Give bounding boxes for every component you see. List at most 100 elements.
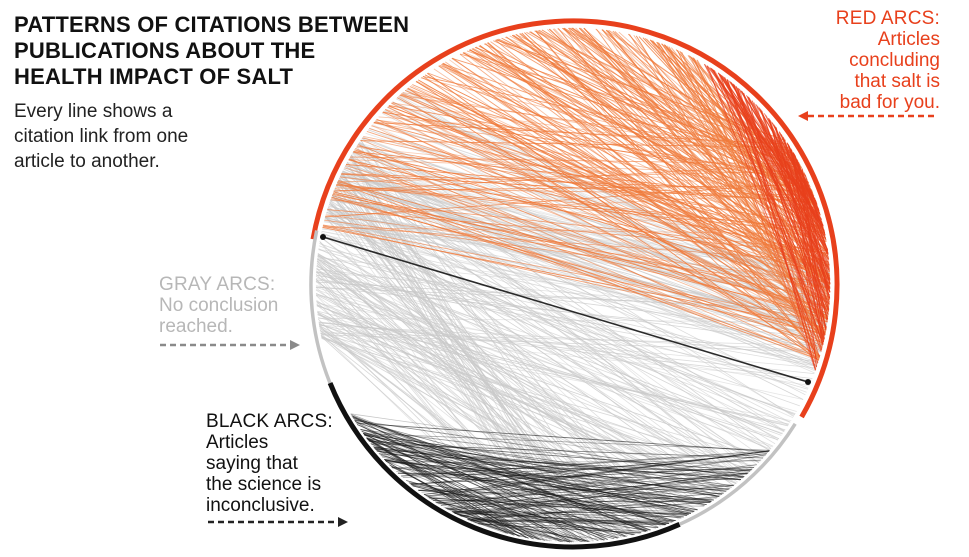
gray-citation-line xyxy=(316,294,714,501)
black-citation-line xyxy=(367,439,519,537)
gray-citation-line xyxy=(319,329,603,541)
red-citation-line xyxy=(335,187,814,196)
black-citation-line xyxy=(366,437,605,541)
legend-pointers xyxy=(160,111,938,527)
gray-citation-line xyxy=(317,314,727,492)
black-citation-line xyxy=(376,449,711,503)
black-citation-line xyxy=(366,437,541,541)
black-arcs-legend: BLACK ARCS: Articles saying that the sci… xyxy=(206,411,333,516)
gray-citation-line xyxy=(322,228,822,352)
red-citation-line xyxy=(703,63,829,315)
gray-citation-line xyxy=(337,180,785,432)
title-line: PATTERNS OF CITATIONS BETWEEN xyxy=(14,12,410,37)
legend-text-line: inconclusive. xyxy=(206,495,315,516)
gray-arcs-legend: GRAY ARCS: No conclusion reached. xyxy=(159,274,278,337)
gray-citation-line xyxy=(318,249,809,390)
black-citation-line xyxy=(356,422,769,452)
legend-text-line: Articles xyxy=(206,432,269,453)
black-citation-line xyxy=(366,437,689,515)
gray-citation-line xyxy=(316,271,621,539)
red-citation-line xyxy=(333,163,800,192)
gray-citation-line xyxy=(344,166,818,366)
gray-citation-line xyxy=(324,217,785,433)
gray-citation-line xyxy=(316,272,771,450)
red-citation-line xyxy=(405,89,831,279)
red-citation-line xyxy=(803,172,827,242)
gray-citation-line xyxy=(316,271,812,382)
red-citation-line xyxy=(733,84,824,345)
gray-citation-line xyxy=(358,143,742,480)
gray-citation-line xyxy=(318,321,813,379)
red-citation-line xyxy=(348,159,806,175)
gray-citation-line xyxy=(321,337,737,484)
black-citation-line xyxy=(467,519,673,523)
black-citation-line xyxy=(473,521,530,539)
red-arcs-legend: RED ARCS: Articles concluding that salt … xyxy=(836,8,940,113)
red-citation-line xyxy=(718,73,829,255)
black-citation-line xyxy=(452,511,677,521)
red-citation-line xyxy=(338,179,820,359)
red-citation-line xyxy=(768,118,831,292)
black-citation-line xyxy=(363,432,729,490)
red-citation-line xyxy=(391,102,827,332)
gray-citation-line xyxy=(330,200,760,463)
black-citation-line xyxy=(440,464,757,506)
red-citation-line xyxy=(564,27,820,360)
black-citation-line xyxy=(468,519,670,524)
red-citation-line xyxy=(348,159,830,275)
black-citation-line xyxy=(373,447,741,481)
gray-citation-line xyxy=(392,101,823,350)
black-citation-line xyxy=(423,493,520,537)
red-citation-line xyxy=(719,74,821,358)
red-citation-line xyxy=(373,122,814,196)
gray-citation-line xyxy=(317,258,721,496)
black-citation-line xyxy=(459,515,546,541)
red-citation-line xyxy=(422,75,796,157)
red-citation-line xyxy=(516,33,826,336)
black-citation-line xyxy=(384,459,720,497)
red-citation-line xyxy=(706,65,822,352)
black-citation-line xyxy=(470,496,720,521)
red-citation-line xyxy=(325,214,831,284)
black-citation-line xyxy=(354,419,744,478)
red-citation-line xyxy=(779,132,829,251)
legend-heading: GRAY ARCS: xyxy=(159,274,276,295)
gray-citation-line xyxy=(335,186,829,310)
gray-citation-line xyxy=(327,208,828,324)
red-citation-line xyxy=(784,139,824,346)
red-citation-line xyxy=(410,85,831,281)
gray-legend-arrow-head xyxy=(290,340,300,350)
black-citation-line xyxy=(384,459,745,477)
subtitle-line: citation link from one xyxy=(14,126,189,147)
black-citation-line xyxy=(351,415,646,532)
red-citation-line xyxy=(322,227,825,235)
red-citation-line xyxy=(352,151,825,340)
gray-citation-line xyxy=(349,156,758,465)
red-citation-line xyxy=(469,49,829,320)
red-citation-line xyxy=(357,144,826,335)
gray-citation-line xyxy=(387,107,828,325)
divider-endpoint-dot xyxy=(320,234,326,240)
red-citation-line xyxy=(333,184,810,192)
black-legend-arrow-head xyxy=(338,517,348,527)
gray-citation-line xyxy=(319,243,796,415)
black-citation-line xyxy=(418,490,714,501)
divider-line xyxy=(322,236,809,383)
gray-citation-line xyxy=(333,191,826,335)
red-citation-line xyxy=(332,193,830,301)
black-citation-line xyxy=(389,465,583,543)
black-citation-line xyxy=(361,430,648,532)
legend-text-line: Articles xyxy=(877,29,940,50)
gray-citation-line xyxy=(327,209,739,483)
gray-citation-line xyxy=(327,209,724,494)
gray-citation-line xyxy=(327,208,569,543)
red-citation-line xyxy=(353,151,829,255)
gray-citation-line xyxy=(337,182,736,485)
red-citation-line xyxy=(707,66,816,371)
black-citation-line xyxy=(401,450,770,477)
gray-citation-line xyxy=(327,208,620,539)
gray-citation-line xyxy=(324,216,634,536)
gray-citation-line xyxy=(345,164,830,304)
gray-citation-line xyxy=(320,234,737,484)
black-citation-line xyxy=(444,507,571,543)
